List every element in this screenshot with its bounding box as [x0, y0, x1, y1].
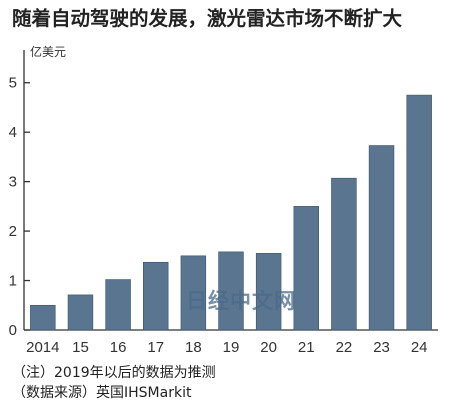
y-tick-label: 4 [9, 124, 17, 141]
x-tick-label: 21 [298, 339, 315, 356]
chart-title: 随着自动驾驶的发展，激光雷达市场不断扩大 [12, 7, 403, 30]
bar [218, 251, 244, 331]
bar [293, 206, 319, 331]
y-tick-label: 3 [9, 174, 17, 191]
x-tick-label: 22 [336, 339, 353, 356]
footnote: （注）2019年以后的数据为推测 [12, 365, 216, 381]
source-note: （数据来源）英国IHSMarkit [12, 385, 192, 401]
y-tick-label: 2 [9, 223, 17, 240]
x-tick-label: 16 [110, 339, 127, 356]
x-tick-label: 2014 [26, 339, 59, 356]
y-tick-label: 0 [9, 322, 17, 339]
bar [406, 94, 432, 331]
x-tick-label: 23 [373, 339, 390, 356]
x-tick-label: 24 [411, 339, 428, 356]
y-tick-label: 1 [9, 273, 17, 290]
x-tick-label: 19 [223, 339, 240, 356]
x-tick-label: 18 [185, 339, 202, 356]
y-axis-unit-label: 亿美元 [30, 45, 67, 59]
bar [331, 177, 357, 331]
bar [67, 294, 94, 331]
bar [30, 304, 56, 331]
watermark-logo: 日经中文网 [186, 289, 296, 313]
bar [255, 253, 282, 331]
x-tick-label: 20 [260, 339, 277, 356]
bar [368, 145, 395, 331]
bar [143, 261, 169, 331]
y-tick-label: 5 [9, 75, 17, 92]
x-tick-label: 15 [72, 339, 89, 356]
x-tick-label: 17 [147, 339, 164, 356]
bar [180, 255, 207, 331]
bar [105, 279, 131, 331]
